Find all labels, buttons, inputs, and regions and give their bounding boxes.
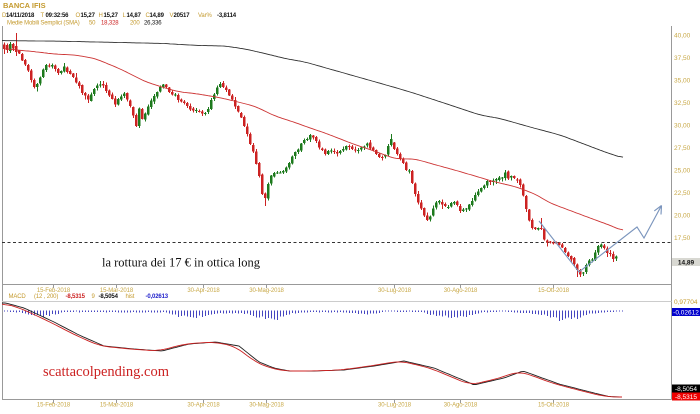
svg-text:L: L [123, 13, 127, 19]
svg-text:30-Mag-2018: 30-Mag-2018 [249, 288, 284, 294]
svg-text:09:32:56: 09:32:56 [46, 13, 70, 19]
svg-text:35,00: 35,00 [674, 78, 691, 85]
svg-text:30-Mag-2018: 30-Mag-2018 [249, 403, 284, 409]
svg-text:H: H [99, 13, 103, 19]
svg-text:-0,02612: -0,02612 [673, 310, 699, 317]
svg-text:14,89: 14,89 [678, 260, 695, 267]
svg-text:30-Apr-2018: 30-Apr-2018 [187, 288, 220, 294]
svg-text:20517: 20517 [174, 13, 191, 19]
svg-text:V: V [170, 13, 174, 19]
svg-text:20,00: 20,00 [674, 213, 691, 220]
svg-text:200: 200 [130, 21, 140, 27]
svg-text:15-Feb-2018: 15-Feb-2018 [37, 288, 71, 294]
svg-text:O: O [76, 13, 81, 19]
svg-text:BANCA IFIS: BANCA IFIS [3, 1, 46, 10]
svg-text:-8,5315: -8,5315 [66, 294, 86, 300]
svg-text:30-Ago-2018: 30-Ago-2018 [444, 288, 478, 294]
svg-text:(12 , 200): (12 , 200) [34, 294, 58, 300]
svg-text:Medie Mobili Semplici (SMA): Medie Mobili Semplici (SMA) [7, 21, 80, 27]
svg-text:-8,5315: -8,5315 [675, 394, 697, 401]
svg-text:-8,5054: -8,5054 [99, 294, 119, 300]
svg-text:18,328: 18,328 [101, 21, 119, 27]
svg-text:15,27: 15,27 [104, 13, 119, 19]
svg-text:14,89: 14,89 [150, 13, 165, 19]
svg-text:37,50: 37,50 [674, 55, 691, 62]
svg-text:la rottura dei 17 € in ottica: la rottura dei 17 € in ottica long [102, 256, 261, 270]
svg-text:Var%: Var% [198, 13, 212, 19]
svg-text:30-Lug-2018: 30-Lug-2018 [378, 288, 412, 294]
svg-text:30-Lug-2018: 30-Lug-2018 [378, 403, 412, 409]
svg-text:15,27: 15,27 [81, 13, 96, 19]
svg-text:30,00: 30,00 [674, 123, 691, 130]
svg-text:14/11/2018: 14/11/2018 [6, 13, 35, 19]
svg-text:hist: hist [126, 294, 135, 300]
svg-text:15-Ott-2018: 15-Ott-2018 [538, 403, 570, 409]
svg-text:15-Mar-2018: 15-Mar-2018 [100, 403, 134, 409]
svg-text:22,50: 22,50 [674, 190, 691, 197]
svg-text:30-Apr-2018: 30-Apr-2018 [187, 403, 220, 409]
svg-text:scattacolpending.com: scattacolpending.com [43, 364, 170, 380]
svg-text:30-Ago-2018: 30-Ago-2018 [444, 403, 478, 409]
svg-text:T: T [41, 13, 45, 19]
svg-text:40,00: 40,00 [674, 33, 691, 40]
svg-text:9: 9 [92, 294, 96, 300]
svg-text:26,336: 26,336 [144, 21, 162, 27]
svg-text:0,97704: 0,97704 [674, 299, 698, 306]
svg-text:50: 50 [89, 21, 96, 27]
svg-text:15-Feb-2018: 15-Feb-2018 [37, 403, 71, 409]
svg-text:15-Ott-2018: 15-Ott-2018 [538, 288, 570, 294]
svg-text:-3,8114: -3,8114 [217, 13, 237, 19]
svg-text:17,50: 17,50 [674, 235, 691, 242]
svg-text:-8,5054: -8,5054 [675, 386, 697, 393]
svg-text:15-Mar-2018: 15-Mar-2018 [100, 288, 134, 294]
svg-text:MACD: MACD [9, 294, 27, 300]
svg-text:14,87: 14,87 [127, 13, 142, 19]
svg-text:25,00: 25,00 [674, 168, 691, 175]
svg-text:C: C [146, 13, 151, 19]
svg-text:D: D [2, 13, 7, 19]
svg-text:-0,02613: -0,02613 [146, 294, 169, 300]
svg-text:27,50: 27,50 [674, 145, 691, 152]
svg-text:32,50: 32,50 [674, 100, 691, 107]
